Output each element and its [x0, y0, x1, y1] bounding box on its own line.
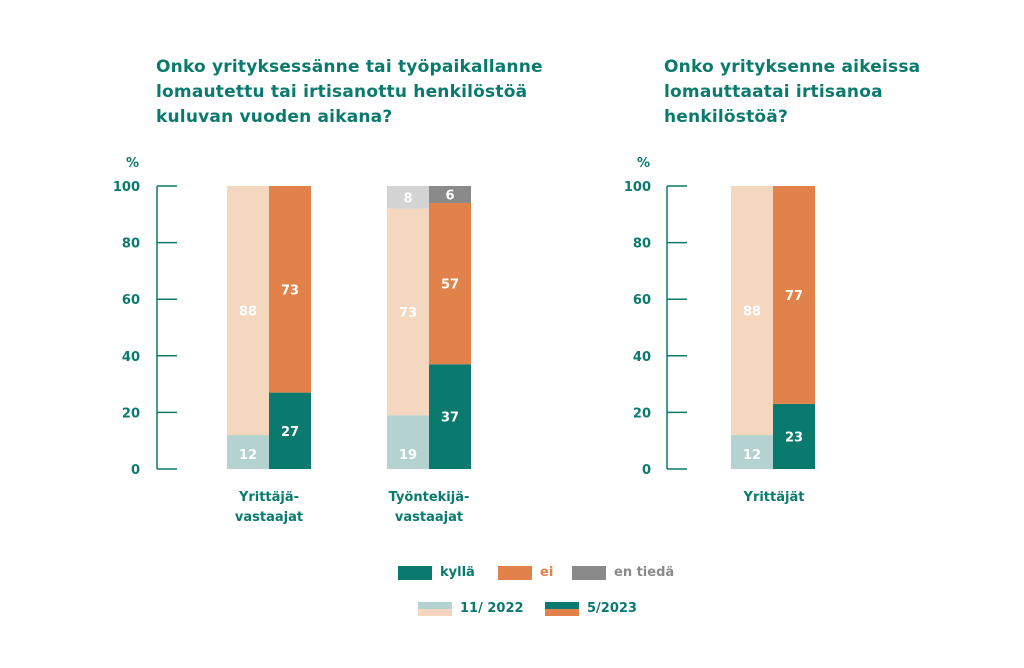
chart2-title: Onko yrityksenne aikeissa lomauttaatai i…	[664, 57, 921, 127]
data-label-kyllä: 12	[743, 448, 761, 463]
legend-label-period2: 5/2023	[587, 601, 637, 616]
data-label-kyllä: 23	[785, 430, 803, 445]
y-tick-label-20: 20	[122, 406, 140, 421]
data-label-kyllä: 27	[281, 425, 299, 440]
y-tick-label-0: 0	[131, 463, 140, 478]
bar-segment-kyllä	[731, 435, 773, 469]
chart1-title: Onko yrityksessänne tai työpaikallanne l…	[156, 57, 543, 127]
data-label-ei: 57	[441, 278, 459, 293]
y-tick-label-20: 20	[633, 406, 651, 421]
data-label-ei: 88	[743, 305, 761, 320]
data-label-kyllä: 12	[239, 448, 257, 463]
bar-segment-kyllä	[387, 415, 429, 469]
legend-swatch-period2	[545, 601, 579, 616]
legend-period2: 5/2023	[545, 601, 637, 616]
bar-segment-kyllä	[269, 392, 311, 469]
legend-period1: 11/ 2022	[418, 601, 524, 616]
bar-segment-kyllä	[429, 364, 471, 469]
legend-label-period1: 11/ 2022	[460, 601, 524, 616]
bar-segment-ei	[773, 186, 815, 404]
legend-yes: kyllä	[398, 565, 475, 580]
bar-segment-kyllä	[773, 403, 815, 469]
data-label-kyllä: 19	[399, 448, 417, 463]
category-label-yrittajat: Yrittäjät	[743, 490, 805, 505]
legend-no: ei	[498, 565, 553, 580]
data-label-kyllä: 37	[441, 411, 459, 426]
category-label-tyontekija-vastaajat: Työntekijä-vastaajat	[388, 490, 470, 525]
legend-swatch-no	[498, 565, 532, 580]
data-label-ei: 73	[281, 283, 299, 298]
legend-label-dont-know: en tiedä	[614, 565, 675, 580]
y-tick-label-60: 60	[122, 293, 140, 308]
data-label-ei: 88	[239, 305, 257, 320]
y-tick-label-80: 80	[122, 237, 140, 252]
bar-segment-ei	[731, 186, 773, 436]
category-label-yrittaja-vastaajat: Yrittäjä-vastaajat	[234, 490, 304, 525]
legend-swatch-yes	[398, 565, 432, 580]
y-axis-unit: %	[126, 156, 139, 171]
y-tick-label-80: 80	[633, 237, 651, 252]
legend-swatch-dont-know	[572, 565, 606, 580]
bar-segment-en-tiedä	[429, 186, 471, 203]
y-tick-label-100: 100	[624, 180, 651, 195]
legend-dont-know: en tiedä	[572, 565, 674, 580]
data-label-en-tiedä: 8	[403, 191, 412, 206]
y-tick-label-0: 0	[642, 463, 651, 478]
legend-label-yes: kyllä	[440, 565, 475, 580]
y-tick-label-60: 60	[633, 293, 651, 308]
y-tick-label-40: 40	[633, 350, 651, 365]
legend-swatch-period1	[418, 601, 452, 616]
bar-segment-ei	[269, 186, 311, 393]
y-tick-label-100: 100	[113, 180, 140, 195]
legend-label-no: ei	[540, 565, 554, 580]
y-tick-label-40: 40	[122, 350, 140, 365]
y-axis-unit: %	[637, 156, 650, 171]
bar-segment-ei	[387, 208, 429, 416]
data-label-ei: 73	[399, 306, 417, 321]
bar-segment-ei	[227, 186, 269, 436]
data-label-ei: 77	[785, 289, 803, 304]
data-label-en-tiedä: 6	[445, 188, 454, 203]
bar-segment-ei	[429, 202, 471, 365]
bar-segment-kyllä	[227, 435, 269, 469]
bar-segment-en-tiedä	[387, 186, 429, 209]
